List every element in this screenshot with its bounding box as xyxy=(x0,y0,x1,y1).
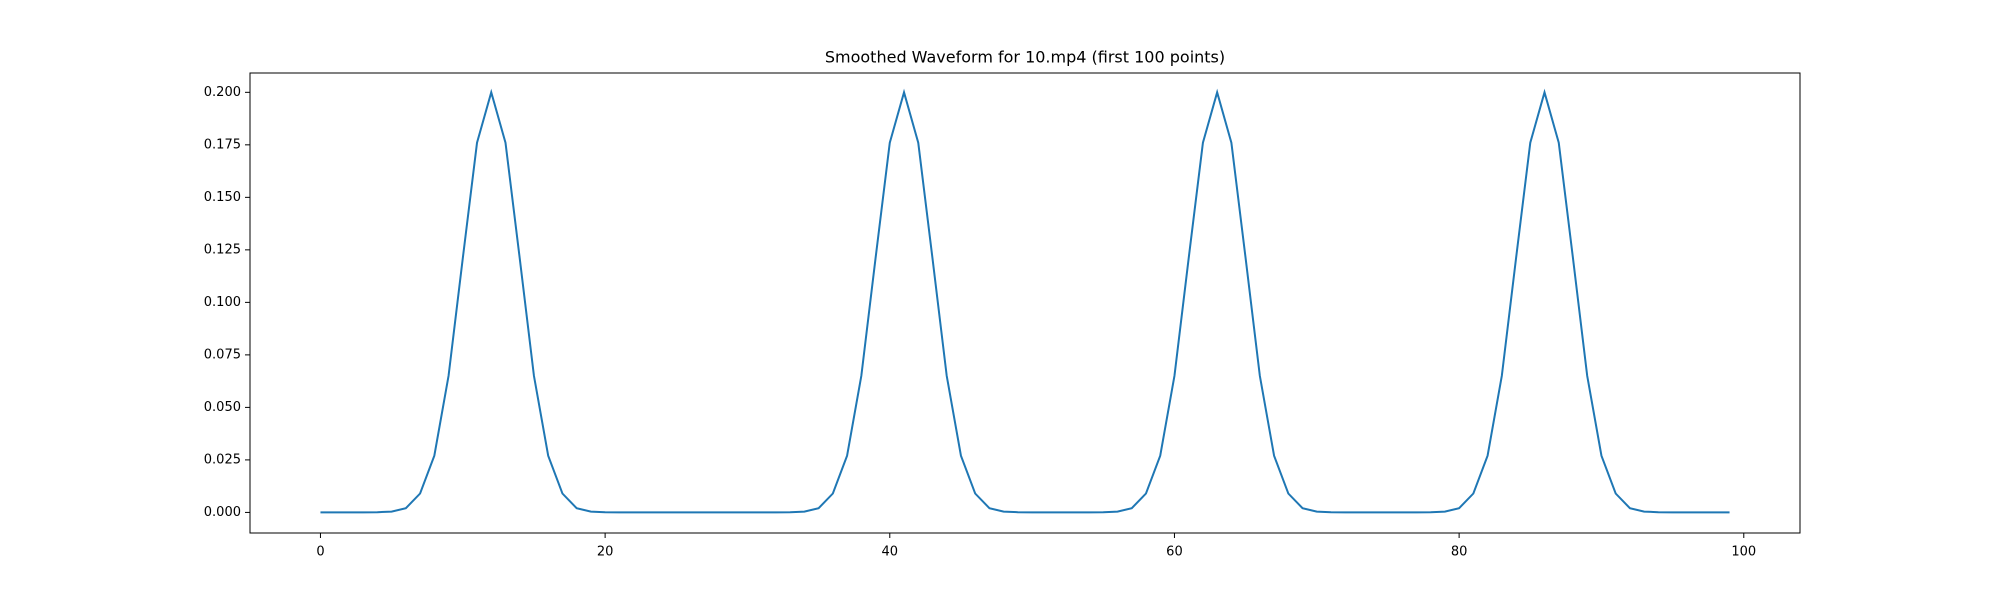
x-tick-label: 80 xyxy=(1451,545,1468,560)
waveform-line xyxy=(320,88,1730,514)
y-tick-label: 0.000 xyxy=(204,505,241,520)
x-tick-label: 0 xyxy=(316,545,324,560)
x-tick-label: 100 xyxy=(1731,545,1756,560)
x-tick-label: 60 xyxy=(1166,545,1183,560)
x-tick-label: 20 xyxy=(597,545,614,560)
x-tick-label: 40 xyxy=(882,545,899,560)
y-tick-label: 0.100 xyxy=(204,295,241,310)
y-tick-label: 0.025 xyxy=(204,452,241,467)
plot-frame xyxy=(249,72,1801,534)
chart-title: Smoothed Waveform for 10.mp4 (first 100 … xyxy=(825,48,1225,67)
y-tick-label: 0.075 xyxy=(204,347,241,362)
y-tick-label: 0.050 xyxy=(204,400,241,415)
y-tick-label: 0.175 xyxy=(204,137,241,152)
y-tick-label: 0.125 xyxy=(204,242,241,257)
y-tick-label: 0.200 xyxy=(204,85,241,100)
y-tick-label: 0.150 xyxy=(204,190,241,205)
